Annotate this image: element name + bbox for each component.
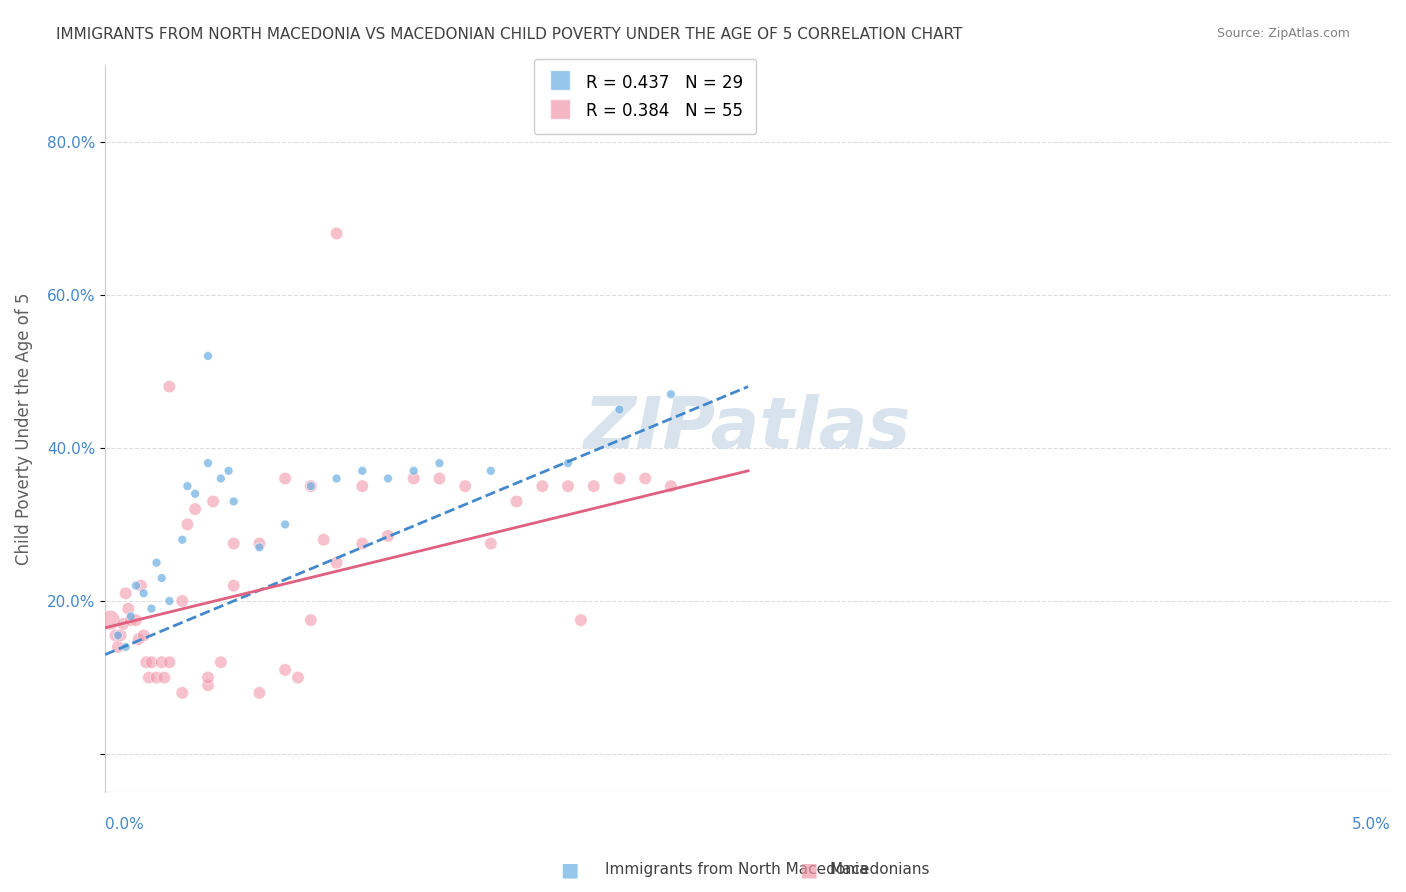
Point xyxy=(659,387,682,401)
Point xyxy=(112,616,135,631)
Text: Source: ZipAtlas.com: Source: ZipAtlas.com xyxy=(1216,27,1350,40)
Point xyxy=(157,379,180,393)
Point xyxy=(325,556,347,570)
Point xyxy=(634,471,657,485)
Point xyxy=(609,471,631,485)
Point xyxy=(402,471,425,485)
Text: Immigrants from North Macedonia: Immigrants from North Macedonia xyxy=(605,863,868,877)
Point xyxy=(197,349,219,363)
Point xyxy=(479,464,502,478)
Point xyxy=(582,479,605,493)
Point xyxy=(150,571,173,585)
Y-axis label: Child Poverty Under the Age of 5: Child Poverty Under the Age of 5 xyxy=(15,293,32,565)
Text: Macedonians: Macedonians xyxy=(830,863,929,877)
Text: IMMIGRANTS FROM NORTH MACEDONIA VS MACEDONIAN CHILD POVERTY UNDER THE AGE OF 5 C: IMMIGRANTS FROM NORTH MACEDONIA VS MACED… xyxy=(56,27,963,42)
Point xyxy=(454,479,477,493)
Point xyxy=(312,533,335,547)
Point xyxy=(202,494,225,508)
Point xyxy=(110,628,132,642)
Text: ■: ■ xyxy=(560,860,579,880)
Point xyxy=(377,529,399,543)
Point xyxy=(120,613,142,627)
Point xyxy=(104,628,127,642)
Point xyxy=(132,628,155,642)
Point xyxy=(325,227,347,241)
Point xyxy=(128,632,150,647)
Point xyxy=(176,517,198,532)
Point xyxy=(172,594,194,608)
Point xyxy=(274,663,297,677)
Point xyxy=(479,536,502,550)
Point xyxy=(138,671,160,685)
Text: 0.0%: 0.0% xyxy=(105,817,143,832)
Point xyxy=(114,640,136,654)
Point xyxy=(402,464,425,478)
Point xyxy=(125,579,148,593)
Point xyxy=(150,655,173,669)
Point xyxy=(299,613,322,627)
Point xyxy=(145,671,167,685)
Text: ■: ■ xyxy=(799,860,818,880)
Point xyxy=(184,487,207,501)
Point xyxy=(569,613,592,627)
Point xyxy=(114,586,136,600)
Point xyxy=(218,464,240,478)
Point xyxy=(249,536,271,550)
Point xyxy=(132,586,155,600)
Point xyxy=(557,456,579,470)
Point xyxy=(222,579,245,593)
Point xyxy=(141,655,163,669)
Point xyxy=(117,601,139,615)
Point xyxy=(299,479,322,493)
Point xyxy=(222,494,245,508)
Point xyxy=(325,471,347,485)
Point xyxy=(197,678,219,692)
Point xyxy=(153,671,176,685)
Legend: R = 0.437   N = 29, R = 0.384   N = 55: R = 0.437 N = 29, R = 0.384 N = 55 xyxy=(534,59,756,135)
Point xyxy=(505,494,527,508)
Point xyxy=(352,464,374,478)
Point xyxy=(352,536,374,550)
Point xyxy=(352,479,374,493)
Point xyxy=(429,471,451,485)
Point xyxy=(176,479,198,493)
Point xyxy=(274,471,297,485)
Point xyxy=(172,533,194,547)
Point xyxy=(157,655,180,669)
Text: 5.0%: 5.0% xyxy=(1353,817,1391,832)
Point xyxy=(107,640,129,654)
Point xyxy=(429,456,451,470)
Point xyxy=(129,579,152,593)
Text: ZIPatlas: ZIPatlas xyxy=(585,394,911,463)
Point xyxy=(172,686,194,700)
Point xyxy=(197,671,219,685)
Point xyxy=(209,471,232,485)
Point xyxy=(249,686,271,700)
Point xyxy=(249,541,271,555)
Point xyxy=(98,613,121,627)
Point xyxy=(209,655,232,669)
Point xyxy=(531,479,554,493)
Point xyxy=(287,671,309,685)
Point xyxy=(135,655,157,669)
Point xyxy=(659,479,682,493)
Point xyxy=(197,456,219,470)
Point xyxy=(141,601,163,615)
Point xyxy=(107,628,129,642)
Point xyxy=(299,479,322,493)
Point xyxy=(222,536,245,550)
Point xyxy=(184,502,207,516)
Point xyxy=(609,402,631,417)
Point xyxy=(377,471,399,485)
Point xyxy=(274,517,297,532)
Point xyxy=(557,479,579,493)
Point xyxy=(157,594,180,608)
Point xyxy=(145,556,167,570)
Point xyxy=(120,609,142,624)
Point xyxy=(125,613,148,627)
